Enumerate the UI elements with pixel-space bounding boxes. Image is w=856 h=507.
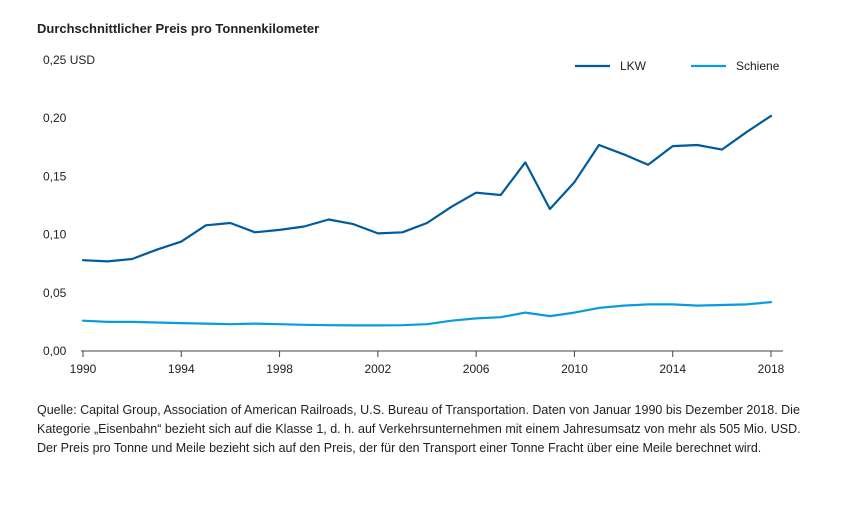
y-tick-label: 0,20 [43,111,67,125]
x-tick-label: 2006 [463,362,490,376]
x-tick-label: 1994 [168,362,195,376]
y-tick-label: 0,10 [43,228,67,242]
y-tick-label: 0,15 [43,169,67,183]
series-line-schiene [81,301,773,327]
legend-label: Schiene [736,59,780,73]
x-tick-label: 2018 [758,362,785,376]
x-tick-label: 1998 [266,362,293,376]
source-note: Quelle: Capital Group, Association of Am… [37,403,801,455]
x-tick-label: 2010 [561,362,588,376]
chart-title: Durchschnittlicher Preis pro Tonnenkilom… [37,21,320,36]
x-tick-label: 2002 [365,362,392,376]
series-line-lkw [81,114,773,263]
legend-label: LKW [620,59,647,73]
y-tick-label: 0,25 USD [43,53,95,67]
x-tick-label: 2014 [659,362,686,376]
x-tick-label: 1990 [70,362,97,376]
y-tick-label: 0,05 [43,286,67,300]
y-tick-label: 0,00 [43,344,67,358]
